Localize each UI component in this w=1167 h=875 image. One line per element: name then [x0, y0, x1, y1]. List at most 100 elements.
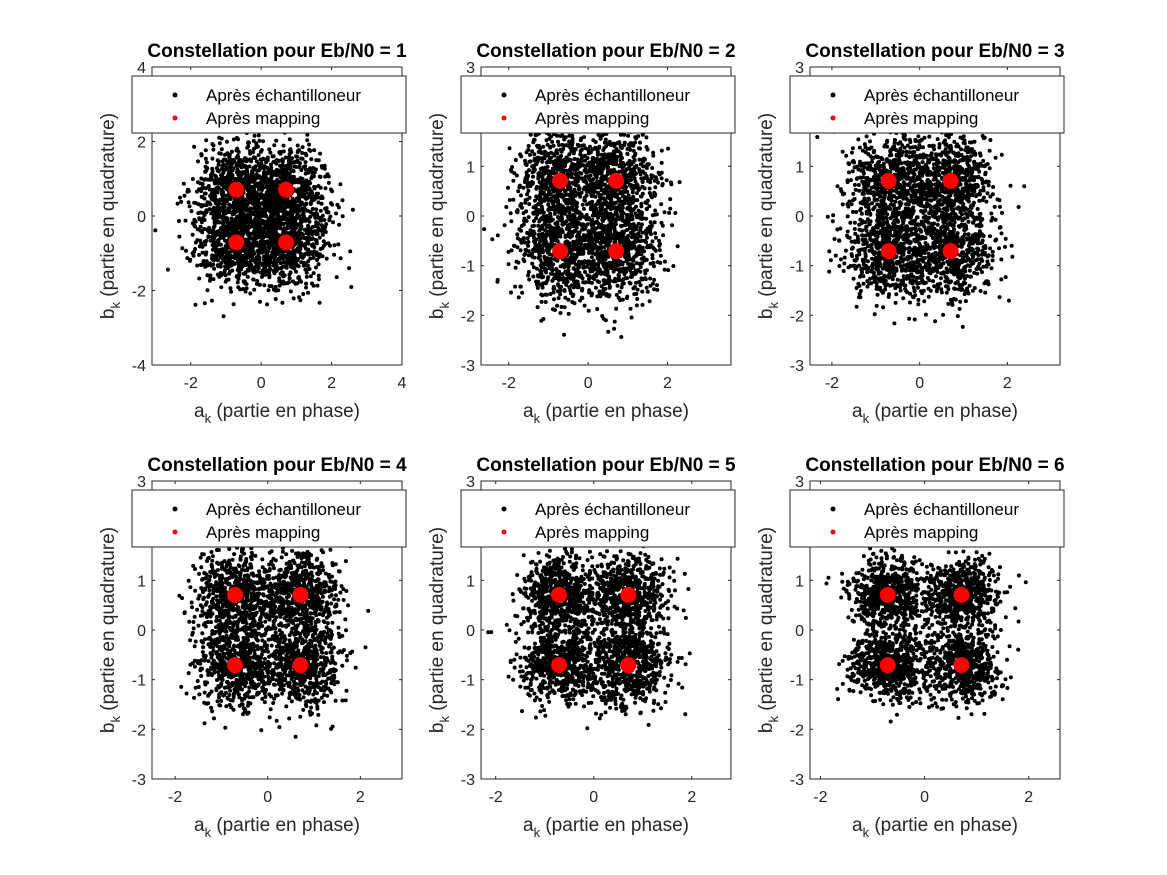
received-point [531, 169, 536, 174]
received-point [209, 211, 214, 216]
received-point [272, 221, 277, 226]
received-point [184, 248, 188, 253]
received-point [284, 220, 289, 225]
received-point [228, 157, 233, 161]
received-point [288, 289, 293, 294]
received-point [621, 229, 626, 234]
received-point [605, 166, 610, 171]
received-point [312, 148, 317, 153]
received-point [649, 173, 654, 178]
received-point [219, 136, 224, 141]
received-point [217, 159, 221, 164]
received-point [224, 179, 229, 184]
received-point [526, 243, 530, 248]
legend-marker-received [172, 92, 178, 98]
received-point [266, 187, 271, 192]
received-point [602, 182, 607, 187]
received-point [522, 218, 526, 223]
received-point [228, 286, 233, 291]
received-point [260, 200, 265, 205]
received-point [614, 162, 619, 167]
received-point [287, 161, 291, 166]
received-point [550, 139, 555, 144]
received-point [482, 227, 487, 232]
received-point [317, 174, 322, 179]
received-point [266, 288, 271, 293]
received-point [246, 144, 251, 149]
received-point [248, 179, 253, 184]
received-point [638, 140, 642, 145]
received-point [265, 219, 270, 224]
received-point [537, 173, 542, 178]
received-point [550, 278, 555, 283]
received-point [564, 282, 569, 287]
received-point [566, 311, 571, 316]
received-point [580, 214, 585, 219]
received-point [286, 204, 291, 209]
received-point [511, 197, 516, 202]
x-tick-label: 2 [327, 375, 336, 392]
received-point [567, 193, 572, 198]
received-point [590, 155, 595, 160]
received-point [513, 158, 518, 162]
received-point [585, 147, 590, 152]
received-point [221, 218, 226, 223]
received-point [178, 195, 182, 200]
received-point [303, 267, 308, 272]
received-point [295, 249, 300, 254]
received-point [628, 142, 633, 147]
subplot-title: Constellation pour Eb/N0 = 1 [147, 41, 407, 62]
received-point [212, 221, 217, 225]
received-point [614, 158, 618, 163]
received-point [216, 210, 221, 215]
received-point [535, 285, 540, 290]
received-point [326, 180, 331, 185]
received-point [219, 147, 224, 152]
received-point [271, 160, 276, 164]
received-point [241, 279, 246, 284]
received-point [544, 240, 549, 245]
received-point [273, 207, 278, 212]
received-point [578, 152, 583, 157]
received-point [531, 248, 535, 252]
received-point [591, 177, 596, 182]
received-point [251, 175, 256, 179]
received-point [232, 228, 237, 233]
received-point [232, 256, 237, 260]
received-point [543, 182, 548, 187]
received-point [541, 185, 546, 190]
received-point [545, 257, 550, 262]
received-point [582, 303, 587, 308]
received-point [555, 222, 560, 227]
received-point [657, 248, 662, 253]
received-point [307, 267, 312, 271]
received-point [254, 281, 259, 286]
received-point [243, 289, 248, 294]
received-point [177, 234, 182, 239]
received-point [630, 190, 635, 195]
received-point [631, 194, 636, 199]
received-point [210, 166, 215, 171]
received-point [245, 232, 250, 237]
received-point [571, 239, 576, 244]
received-point [209, 298, 214, 303]
received-point [541, 274, 546, 279]
received-point [320, 196, 325, 200]
received-point [538, 192, 543, 197]
received-point [561, 163, 566, 168]
received-point [232, 211, 237, 216]
received-point [212, 209, 217, 214]
received-point [570, 136, 575, 141]
received-point [245, 229, 250, 234]
received-point [274, 188, 279, 193]
received-point [575, 210, 580, 214]
received-point [277, 247, 282, 252]
received-point [295, 154, 300, 159]
legend-label: Après échantilloneur [206, 86, 361, 105]
received-point [281, 213, 286, 218]
received-point [300, 243, 305, 248]
received-point [251, 190, 256, 195]
y-tick-label: -2 [132, 284, 146, 301]
received-point [600, 211, 604, 216]
received-point [531, 180, 535, 185]
